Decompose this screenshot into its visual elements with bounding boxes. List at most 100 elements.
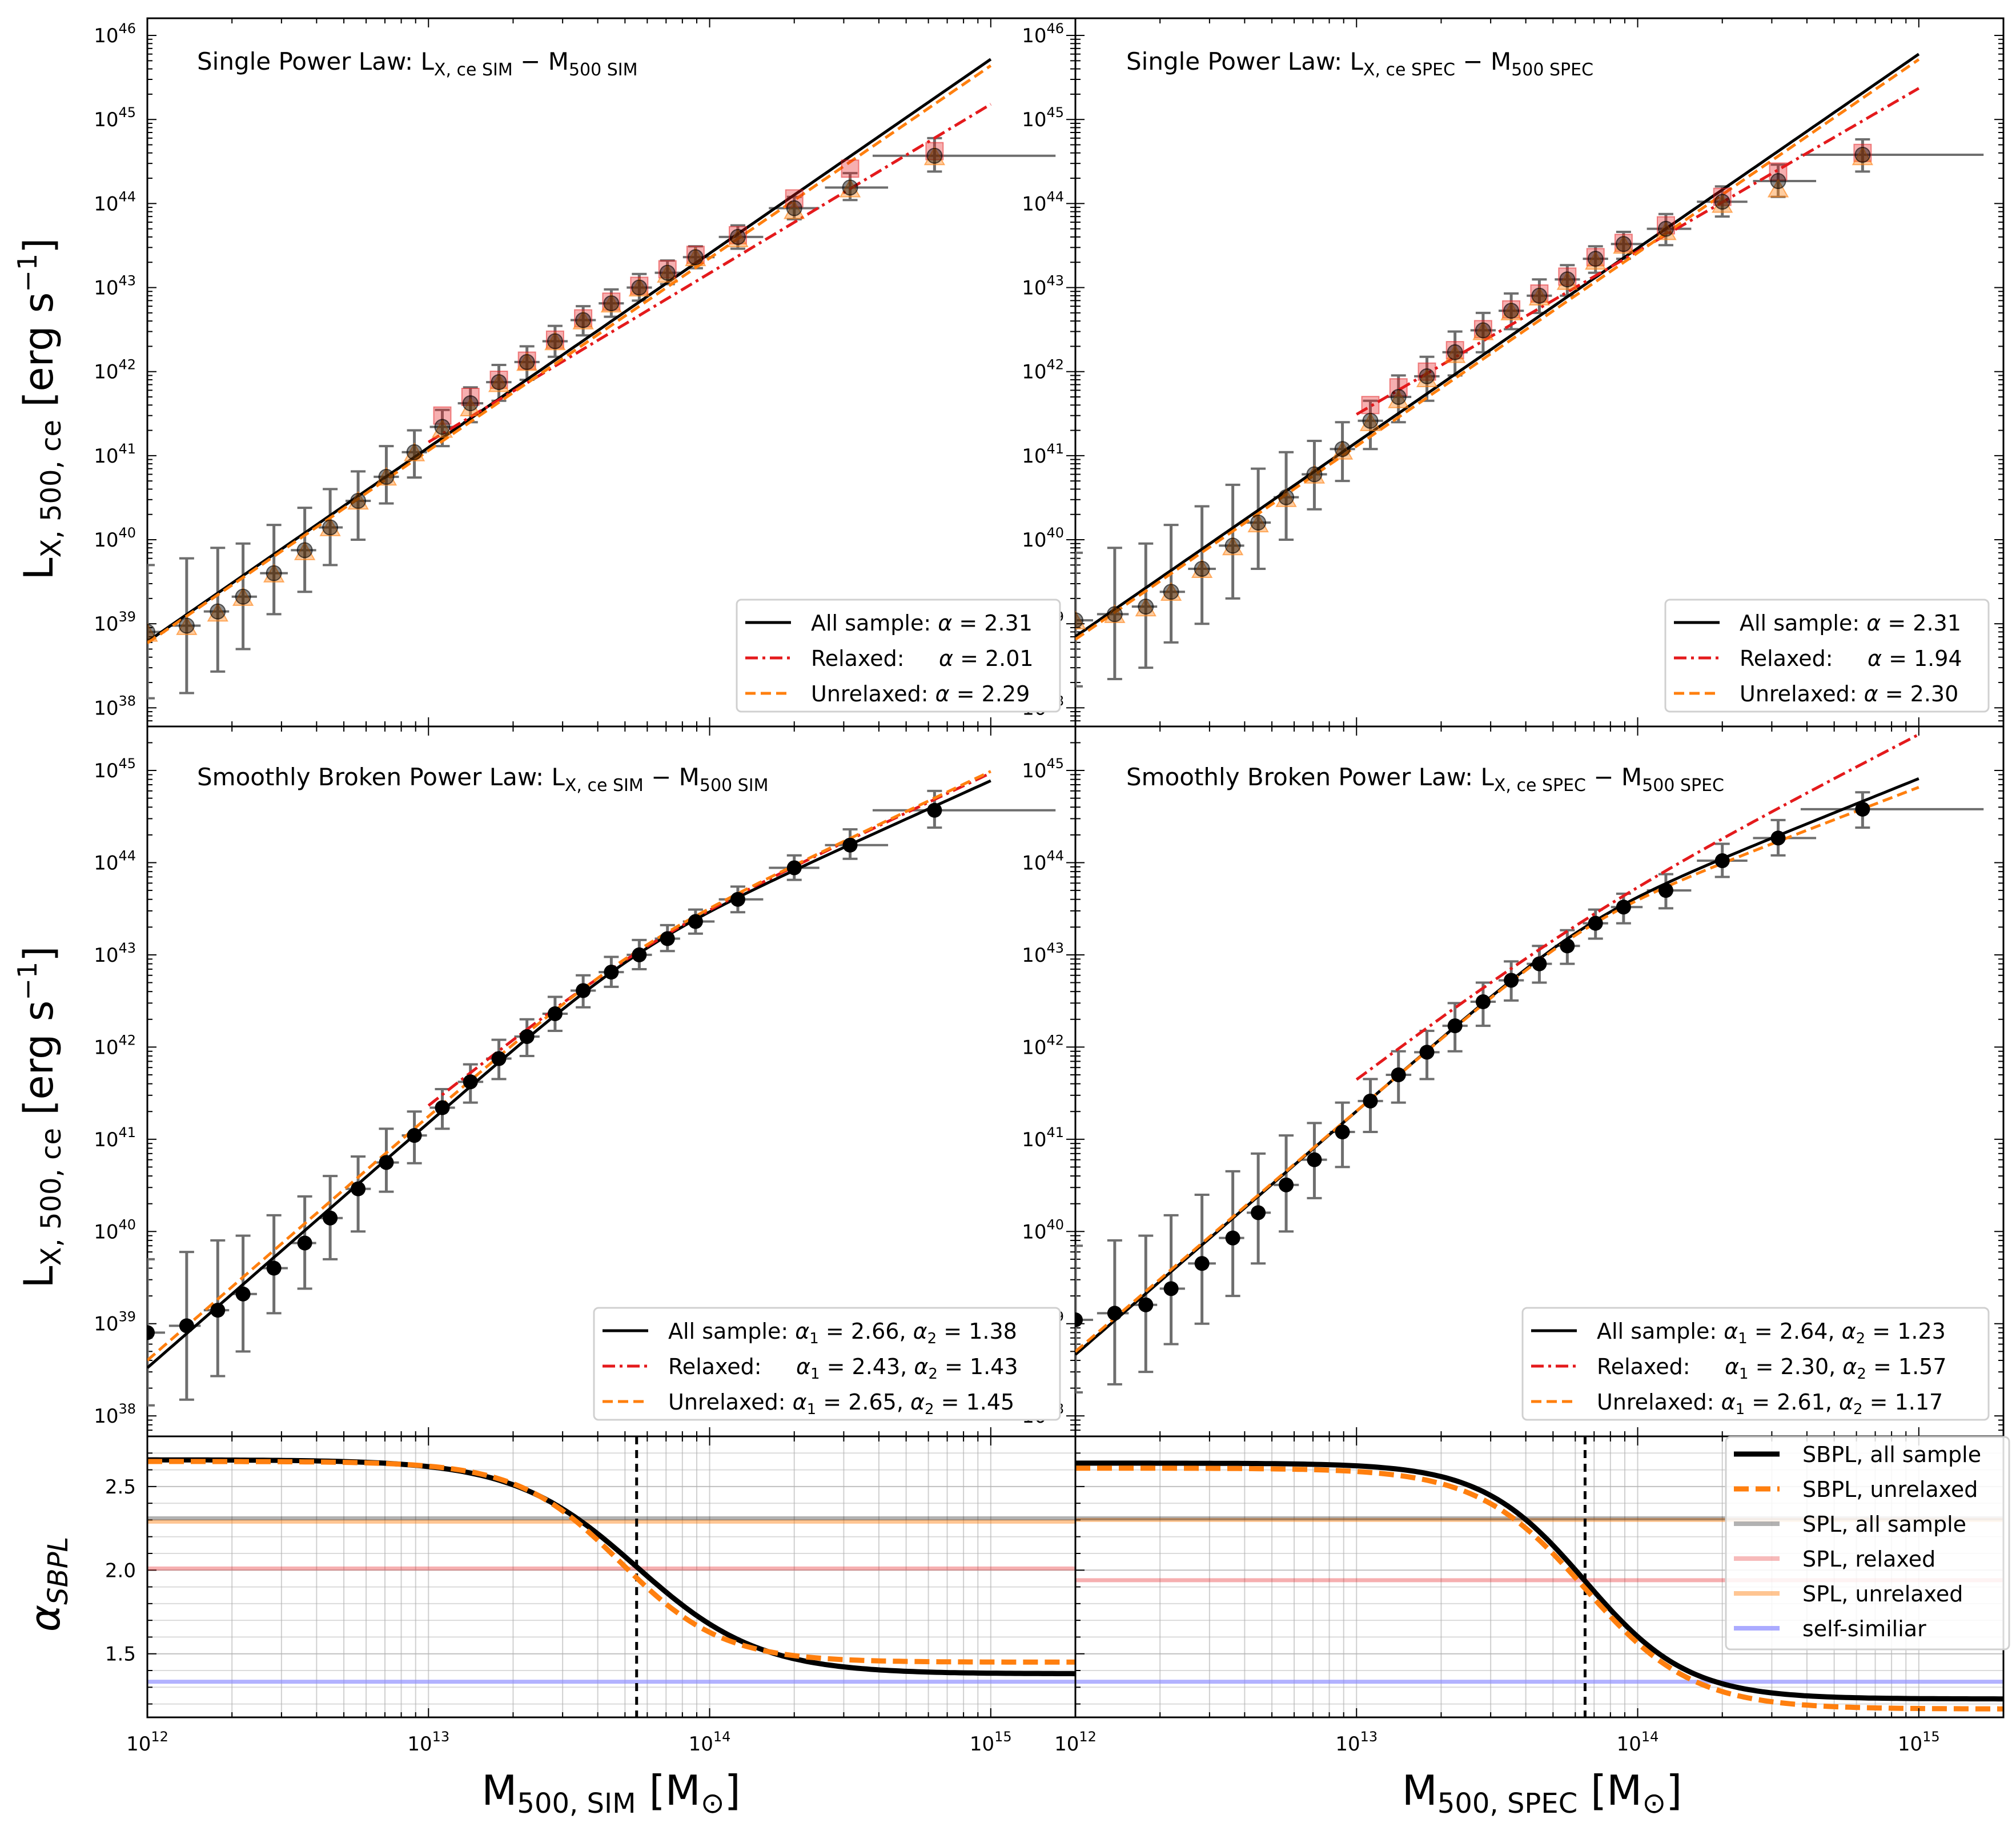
y-tick-label: 1041 — [1022, 1125, 1064, 1151]
y-tick-exp: 40 — [118, 1216, 136, 1232]
marker-unrelaxed — [572, 310, 594, 330]
marker-all — [1306, 466, 1323, 483]
y-tick-exp: 41 — [1046, 441, 1064, 457]
marker-all — [406, 444, 423, 460]
y-tick-label: 1043 — [94, 940, 136, 967]
marker-all — [1714, 853, 1730, 869]
title-spl-sim: Single Power Law: LX, ce SIM − M500 SIM — [197, 47, 638, 80]
fit-line-all — [1075, 53, 1920, 638]
x-tick-exp: 14 — [713, 1729, 731, 1745]
legend-label: SPL, all sample — [1802, 1512, 1966, 1537]
y-tick-exp: 45 — [1046, 756, 1064, 772]
y-tick-base: 10 — [94, 529, 118, 552]
x-tick-label: 1014 — [1617, 1729, 1659, 1756]
marker-relaxed — [841, 159, 860, 178]
marker-all — [435, 1100, 450, 1115]
legend-label: Unrelaxed: α1 = 2.65, α2 = 1.45 — [668, 1390, 1014, 1418]
y-tick-base: 10 — [1022, 277, 1046, 300]
marker-all — [407, 1128, 422, 1143]
legend-label: SPL, relaxed — [1802, 1547, 1935, 1572]
y-tick-label: 1040 — [1022, 525, 1064, 552]
x-tick-label: 1015 — [1898, 1729, 1940, 1756]
marker-unrelaxed — [600, 294, 623, 313]
fit-line-unrelaxed — [1075, 786, 1919, 1353]
marker-all — [462, 395, 479, 412]
slope-curve-sbpl_unrelaxed — [147, 1459, 1075, 1665]
marker-all — [519, 1029, 535, 1044]
marker-unrelaxed — [1104, 604, 1126, 623]
marker-unrelaxed — [375, 467, 397, 486]
x-tick-base: 10 — [970, 1733, 994, 1756]
legend-label: SPL, unrelaxed — [1802, 1581, 1963, 1607]
y-tick-exp: 40 — [1046, 1216, 1064, 1232]
marker-all — [322, 519, 339, 536]
marker-all — [1138, 1297, 1154, 1312]
marker-all — [576, 983, 591, 998]
y-tick-label: 1045 — [1022, 105, 1064, 131]
legend-label: All sample: α1 = 2.64, α2 = 1.23 — [1597, 1319, 1946, 1347]
y-tick-exp: 41 — [1046, 1125, 1064, 1141]
marker-all — [1419, 1045, 1435, 1060]
marker-all — [1587, 251, 1604, 267]
legend-label: SBPL, unrelaxed — [1802, 1477, 1978, 1502]
y-tick-exp: 46 — [118, 21, 136, 37]
marker-all — [1616, 900, 1631, 915]
y-tick-exp: 44 — [1046, 188, 1064, 204]
y-tick-exp: 45 — [118, 105, 136, 121]
y-tick-label: 1042 — [94, 1032, 136, 1059]
x-tick-base: 10 — [1617, 1733, 1641, 1756]
marker-all — [660, 931, 675, 946]
y-tick-exp: 44 — [1046, 848, 1064, 864]
marker-all — [1588, 915, 1603, 931]
y-tick-base: 10 — [1022, 1036, 1046, 1059]
marker-unrelaxed — [923, 146, 946, 166]
legend-label: Relaxed: α = 2.01 — [811, 646, 1034, 671]
y-tick-label: 1045 — [94, 105, 136, 131]
y-tick-label: 1042 — [1022, 1032, 1064, 1059]
fit-line-unrelaxed — [147, 64, 992, 644]
y-tick-label: 1043 — [94, 273, 136, 300]
marker-all — [147, 624, 155, 640]
y-tick-exp: 44 — [118, 188, 136, 204]
x-tick-label: 1013 — [407, 1729, 449, 1756]
marker-relaxed — [461, 387, 480, 406]
marker-relaxed — [1530, 284, 1549, 303]
y-tick-base: 10 — [94, 109, 118, 131]
y-tick-base: 10 — [94, 277, 118, 300]
marker-all — [210, 1303, 226, 1318]
y-tick-base: 10 — [94, 1129, 118, 1151]
y-tick-label: 1041 — [94, 441, 136, 468]
marker-all — [266, 1260, 282, 1276]
xlabel-left: M500, SIM [M⊙] — [481, 1766, 740, 1820]
marker-all — [1163, 584, 1179, 600]
marker-all — [1503, 303, 1520, 319]
marker-unrelaxed — [1388, 389, 1409, 408]
marker-unrelaxed — [1500, 301, 1522, 320]
y-tick-label: 2.0 — [105, 1559, 136, 1582]
marker-all — [1770, 173, 1786, 190]
marker-all — [323, 1210, 338, 1226]
marker-all — [730, 892, 745, 907]
title-sbpl-sim: Smoothly Broken Power Law: LX, ce SIM − … — [197, 763, 768, 796]
marker-all — [351, 1181, 366, 1196]
y-tick-label: 1045 — [1022, 756, 1064, 782]
marker-relaxed — [1656, 216, 1675, 235]
marker-all — [1532, 956, 1547, 971]
x-tick-label: 1015 — [970, 1729, 1012, 1756]
y-tick-label: 1038 — [94, 1401, 136, 1428]
y-tick-exp: 43 — [118, 273, 136, 289]
marker-all — [147, 1325, 155, 1340]
x-tick-base: 10 — [407, 1733, 432, 1756]
y-tick-exp: 42 — [1046, 1032, 1064, 1048]
marker-all — [379, 1155, 394, 1170]
y-tick-base: 10 — [1022, 192, 1046, 215]
plot-area — [1075, 53, 1984, 688]
marker-all — [1163, 1281, 1179, 1296]
marker-all — [1363, 1093, 1378, 1109]
plot-area — [1075, 733, 1984, 1394]
y-tick-exp: 39 — [118, 609, 136, 625]
x-tick-exp: 15 — [1922, 1729, 1940, 1745]
marker-all — [1278, 489, 1295, 505]
